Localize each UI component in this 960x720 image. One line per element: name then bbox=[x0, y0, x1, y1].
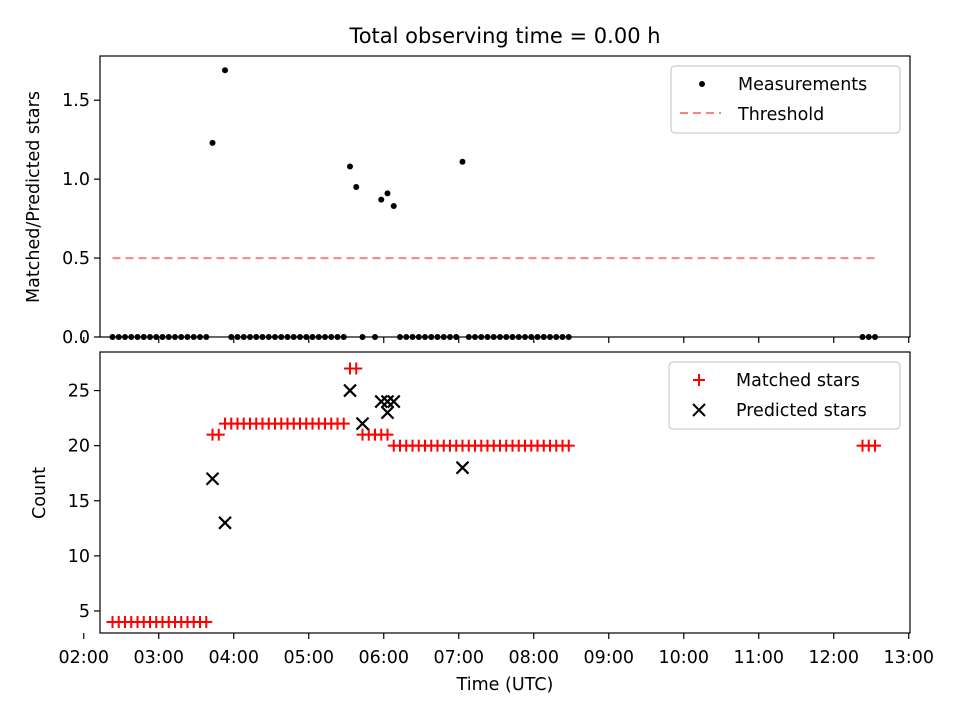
measurement-point bbox=[347, 163, 353, 170]
count-ytick-label: 20 bbox=[68, 437, 90, 457]
time-xtick-label: 09:00 bbox=[584, 648, 634, 668]
predicted-star-stroke-b bbox=[374, 394, 389, 409]
measurement-point bbox=[384, 190, 391, 197]
time-xtick-label: 06:00 bbox=[359, 648, 409, 668]
count-ytick-label: 25 bbox=[68, 382, 90, 402]
ratio-panel: 0.0 0.5 1.0 1.5 Matched/Predicted stars Mea… bbox=[24, 55, 911, 348]
measurement-point bbox=[209, 139, 216, 146]
predicted-star-point bbox=[205, 471, 220, 486]
time-xtick-label: 08:00 bbox=[509, 648, 559, 668]
legend-predicted-label: Predicted stars bbox=[736, 401, 867, 421]
time-xtick-label: 11:00 bbox=[734, 648, 784, 668]
count-ytick-label: 10 bbox=[68, 547, 90, 567]
count-ytick-label: 5 bbox=[79, 602, 90, 622]
count-legend: Matched stars Predicted stars bbox=[668, 361, 901, 430]
legend-predicted-marker bbox=[692, 403, 706, 417]
time-xtick-label: 10:00 bbox=[659, 648, 709, 668]
matched-star-point bbox=[200, 615, 213, 628]
count-ytick-label: 15 bbox=[68, 492, 90, 512]
predicted-star-point bbox=[355, 416, 370, 431]
predicted-star-stroke-b bbox=[386, 394, 401, 409]
count-plot-frame bbox=[99, 351, 911, 634]
ratio-y-ticks: 0.0 0.5 1.0 1.5 bbox=[62, 91, 100, 348]
predicted-star-point bbox=[374, 394, 389, 409]
ratio-ytick-label: 1.5 bbox=[62, 91, 90, 111]
predicted-star-stroke-b bbox=[455, 460, 470, 475]
legend-threshold-label: Threshold bbox=[737, 105, 824, 125]
chart-title: Total observing time = 0.00 h bbox=[348, 24, 660, 48]
predicted-star-stroke-b bbox=[355, 416, 370, 431]
measurement-point bbox=[353, 184, 360, 191]
predicted-star-stroke-b bbox=[205, 471, 220, 486]
time-xtick-label: 12:00 bbox=[809, 648, 859, 668]
count-y-axis-label: Count bbox=[30, 467, 50, 519]
measurement-point bbox=[390, 202, 397, 209]
predicted-star-point bbox=[380, 394, 395, 409]
matched-star-point bbox=[869, 439, 881, 452]
predicted-star-point bbox=[343, 383, 357, 398]
x-axis-label: Time (UTC) bbox=[456, 675, 554, 695]
measurement-point bbox=[222, 67, 228, 74]
count-panel: 5 10 15 20 25 02:00 03:00 04:00 05:00 06:00 07:00… bbox=[30, 351, 934, 695]
matched-star-point bbox=[381, 428, 394, 441]
legend-matched-marker bbox=[693, 374, 705, 386]
ratio-y-axis-label: Matched/Predicted stars bbox=[24, 91, 44, 303]
measurement-point bbox=[378, 196, 385, 203]
legend-matched-label: Matched stars bbox=[736, 371, 860, 391]
ratio-legend: Measurements Threshold bbox=[670, 65, 901, 134]
predicted-star-stroke-b bbox=[218, 516, 232, 530]
predicted-stars-points bbox=[205, 383, 470, 530]
ratio-plot-frame bbox=[99, 55, 911, 338]
ratio-ytick-label: 0.5 bbox=[62, 249, 90, 269]
count-legend-box bbox=[668, 361, 901, 430]
time-xtick-label: 07:00 bbox=[434, 648, 484, 668]
ratio-ytick-label: 0.0 bbox=[62, 328, 90, 348]
predicted-star-point bbox=[386, 394, 401, 409]
time-xtick-label: 02:00 bbox=[59, 648, 109, 668]
ratio-ytick-label: 1.0 bbox=[62, 170, 90, 190]
predicted-star-point bbox=[455, 460, 470, 475]
matched-star-point bbox=[212, 428, 225, 441]
predicted-star-point bbox=[218, 516, 232, 530]
count-y-ticks: 5 10 15 20 25 bbox=[68, 382, 100, 622]
time-xtick-label: 04:00 bbox=[209, 648, 259, 668]
matched-star-point bbox=[337, 417, 350, 430]
predicted-star-stroke-b bbox=[343, 383, 357, 398]
legend-measurements-label: Measurements bbox=[738, 75, 867, 95]
matched-star-point bbox=[350, 362, 363, 375]
matched-star-point bbox=[562, 439, 575, 452]
time-xtick-label: 13:00 bbox=[884, 648, 934, 668]
measurement-point bbox=[459, 158, 466, 165]
time-xtick-label: 05:00 bbox=[284, 648, 334, 668]
predicted-star-stroke-b bbox=[380, 405, 395, 420]
matched-stars-points bbox=[106, 362, 881, 628]
ratio-legend-box bbox=[670, 65, 901, 134]
predicted-star-point bbox=[380, 405, 395, 420]
legend-measurements-marker bbox=[699, 81, 705, 87]
time-x-ticks: 02:00 03:00 04:00 05:00 06:00 07:00 08:00 09:00… bbox=[59, 633, 934, 668]
time-xtick-label: 03:00 bbox=[134, 648, 184, 668]
predicted-star-stroke-b bbox=[380, 394, 395, 409]
